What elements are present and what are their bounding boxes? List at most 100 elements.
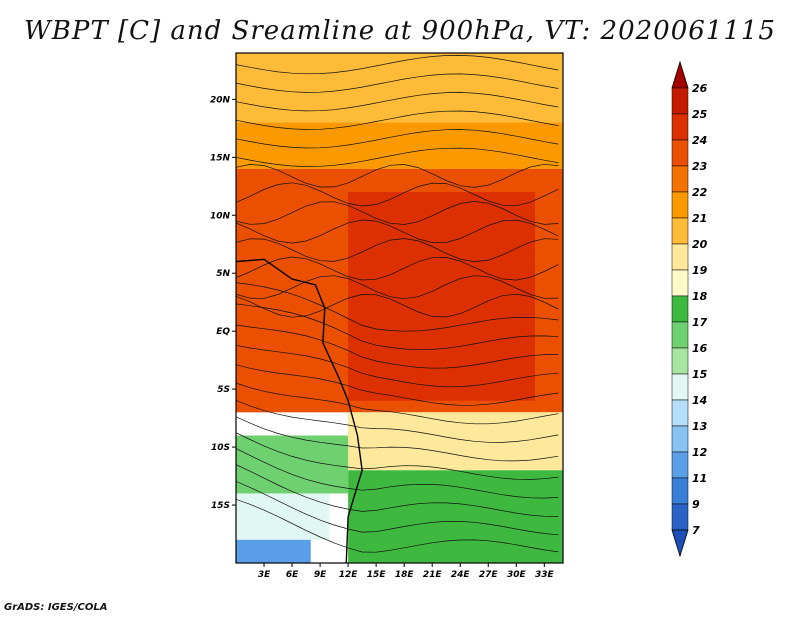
wbpt-region-4	[348, 412, 563, 471]
colorbar-label-11: 11	[692, 472, 707, 485]
streamline-10	[236, 238, 559, 262]
colorbar-bin-16	[671, 477, 689, 505]
y-tick-label-EQ: EQ	[216, 327, 230, 337]
x-tick-label-6E: 6E	[286, 570, 299, 580]
chart-area: 3E 6E 9E 12E 15E 18E 21E 24E 27E 30E 33E 20N 15N 10N…	[210, 52, 708, 580]
streamline-7	[236, 182, 559, 207]
x-tick-label-9E: 9E	[314, 570, 327, 580]
colorbar-bin-10	[671, 321, 689, 349]
streamline-1	[236, 73, 559, 93]
streamline-15	[236, 303, 559, 351]
colorbar-label-14: 14	[692, 394, 707, 407]
streamline-19	[236, 382, 559, 425]
colorbar-label-15: 15	[692, 368, 708, 381]
colorbar-label-24: 24	[692, 134, 707, 147]
colorbar-bin-2	[671, 113, 689, 141]
streamline-20	[236, 399, 559, 443]
colorbar-bin-15	[671, 451, 689, 479]
streamline-8	[236, 201, 559, 225]
colorbar-label-23: 23	[692, 160, 708, 173]
y-tick-label-15N: 15N	[210, 153, 231, 163]
streamline-11	[236, 256, 559, 281]
streamline-3	[236, 110, 559, 130]
streamline-4	[236, 129, 559, 149]
colorbar-label-17: 17	[692, 316, 708, 329]
coastline	[236, 258, 363, 563]
x-tick-label-18E: 18E	[395, 570, 415, 580]
streamline-18	[236, 364, 559, 406]
x-tick-label-21E: 21E	[423, 570, 443, 580]
wbpt-region-8	[236, 539, 311, 563]
colorbar: 26 25 24 23 22 21 20 19 18 17 16 15 14 13 12 11 9 7	[671, 60, 708, 558]
streamline-23	[236, 448, 559, 499]
colorbar-label-26: 26	[692, 82, 708, 95]
colorbar-label-19: 19	[692, 264, 708, 277]
streamline-14	[236, 282, 559, 332]
colorbar-bin-12	[671, 373, 689, 401]
streamline-22	[236, 432, 559, 480]
colorbar-bin-3	[671, 139, 689, 167]
wbpt-field	[236, 53, 563, 563]
colorbar-label-21: 21	[692, 212, 707, 225]
colorbar-bottom-triangle	[671, 529, 689, 558]
streamline-25	[236, 481, 559, 536]
y-tick-label-10N: 10N	[210, 211, 231, 221]
streamline-21	[236, 416, 559, 462]
streamline-12	[236, 275, 559, 300]
chart-title: WBPT [C] and Sreamline at 900hPa, VT: 20…	[24, 16, 776, 46]
streamline-26	[236, 498, 559, 553]
x-tick-label-12E: 12E	[339, 570, 359, 580]
streamline-16	[236, 324, 559, 369]
colorbar-bin-11	[671, 347, 689, 375]
wbpt-region-0	[236, 53, 563, 123]
streamline-24	[236, 464, 559, 517]
y-tick-label-5S: 5S	[217, 385, 230, 395]
colorbar-bin-13	[671, 399, 689, 427]
y-tick-label-5N: 5N	[216, 269, 230, 279]
x-tick-label-24E: 24E	[451, 570, 471, 580]
streamline-13	[236, 293, 559, 318]
streamline-0	[236, 55, 559, 75]
colorbar-bin-9	[671, 295, 689, 323]
x-tick-label-30E: 30E	[507, 570, 527, 580]
colorbar-bin-17	[671, 503, 689, 531]
colorbar-label-13: 13	[692, 420, 708, 433]
wbpt-region-6	[236, 435, 349, 494]
colorbar-label-22: 22	[692, 186, 708, 199]
wbpt-region-5	[348, 470, 563, 563]
grads-credit: GrADS: IGES/COLA	[4, 602, 108, 613]
y-axis: 20N 15N 10N 5N EQ 5S 10S 15S	[210, 95, 236, 511]
colorbar-top-triangle	[671, 60, 689, 89]
y-tick-label-20N: 20N	[210, 95, 231, 105]
map-frame	[235, 52, 564, 564]
x-axis: 3E 6E 9E 12E 15E 18E 21E 24E 27E 30E 33E	[258, 563, 555, 580]
x-tick-label-3E: 3E	[258, 570, 271, 580]
streamline-2	[236, 92, 559, 112]
colorbar-label-16: 16	[692, 342, 708, 355]
x-tick-label-33E: 33E	[535, 570, 555, 580]
colorbar-label-25: 25	[692, 108, 708, 121]
colorbar-bin-14	[671, 425, 689, 453]
streamline-17	[236, 344, 559, 388]
coastline-path	[236, 258, 363, 563]
x-tick-label-15E: 15E	[367, 570, 387, 580]
colorbar-label-7: 7	[692, 524, 700, 537]
colorbar-label-9: 9	[692, 498, 700, 511]
y-tick-label-10S: 10S	[211, 443, 230, 453]
wbpt-region-3	[348, 192, 535, 401]
colorbar-label-12: 12	[692, 446, 708, 459]
colorbar-label-20: 20	[692, 238, 708, 251]
colorbar-bin-8	[671, 269, 689, 297]
colorbar-bin-4	[671, 165, 689, 193]
streamlines	[236, 55, 559, 553]
colorbar-bin-7	[671, 243, 689, 271]
y-tick-label-15S: 15S	[211, 501, 230, 511]
streamline-5	[236, 147, 559, 167]
wbpt-region-7	[236, 493, 330, 540]
x-tick-label-27E: 27E	[479, 570, 499, 580]
colorbar-bin-1	[671, 87, 689, 115]
streamline-9	[236, 219, 559, 244]
colorbar-bin-6	[671, 217, 689, 245]
colorbar-label-18: 18	[692, 290, 708, 303]
colorbar-bin-5	[671, 191, 689, 219]
